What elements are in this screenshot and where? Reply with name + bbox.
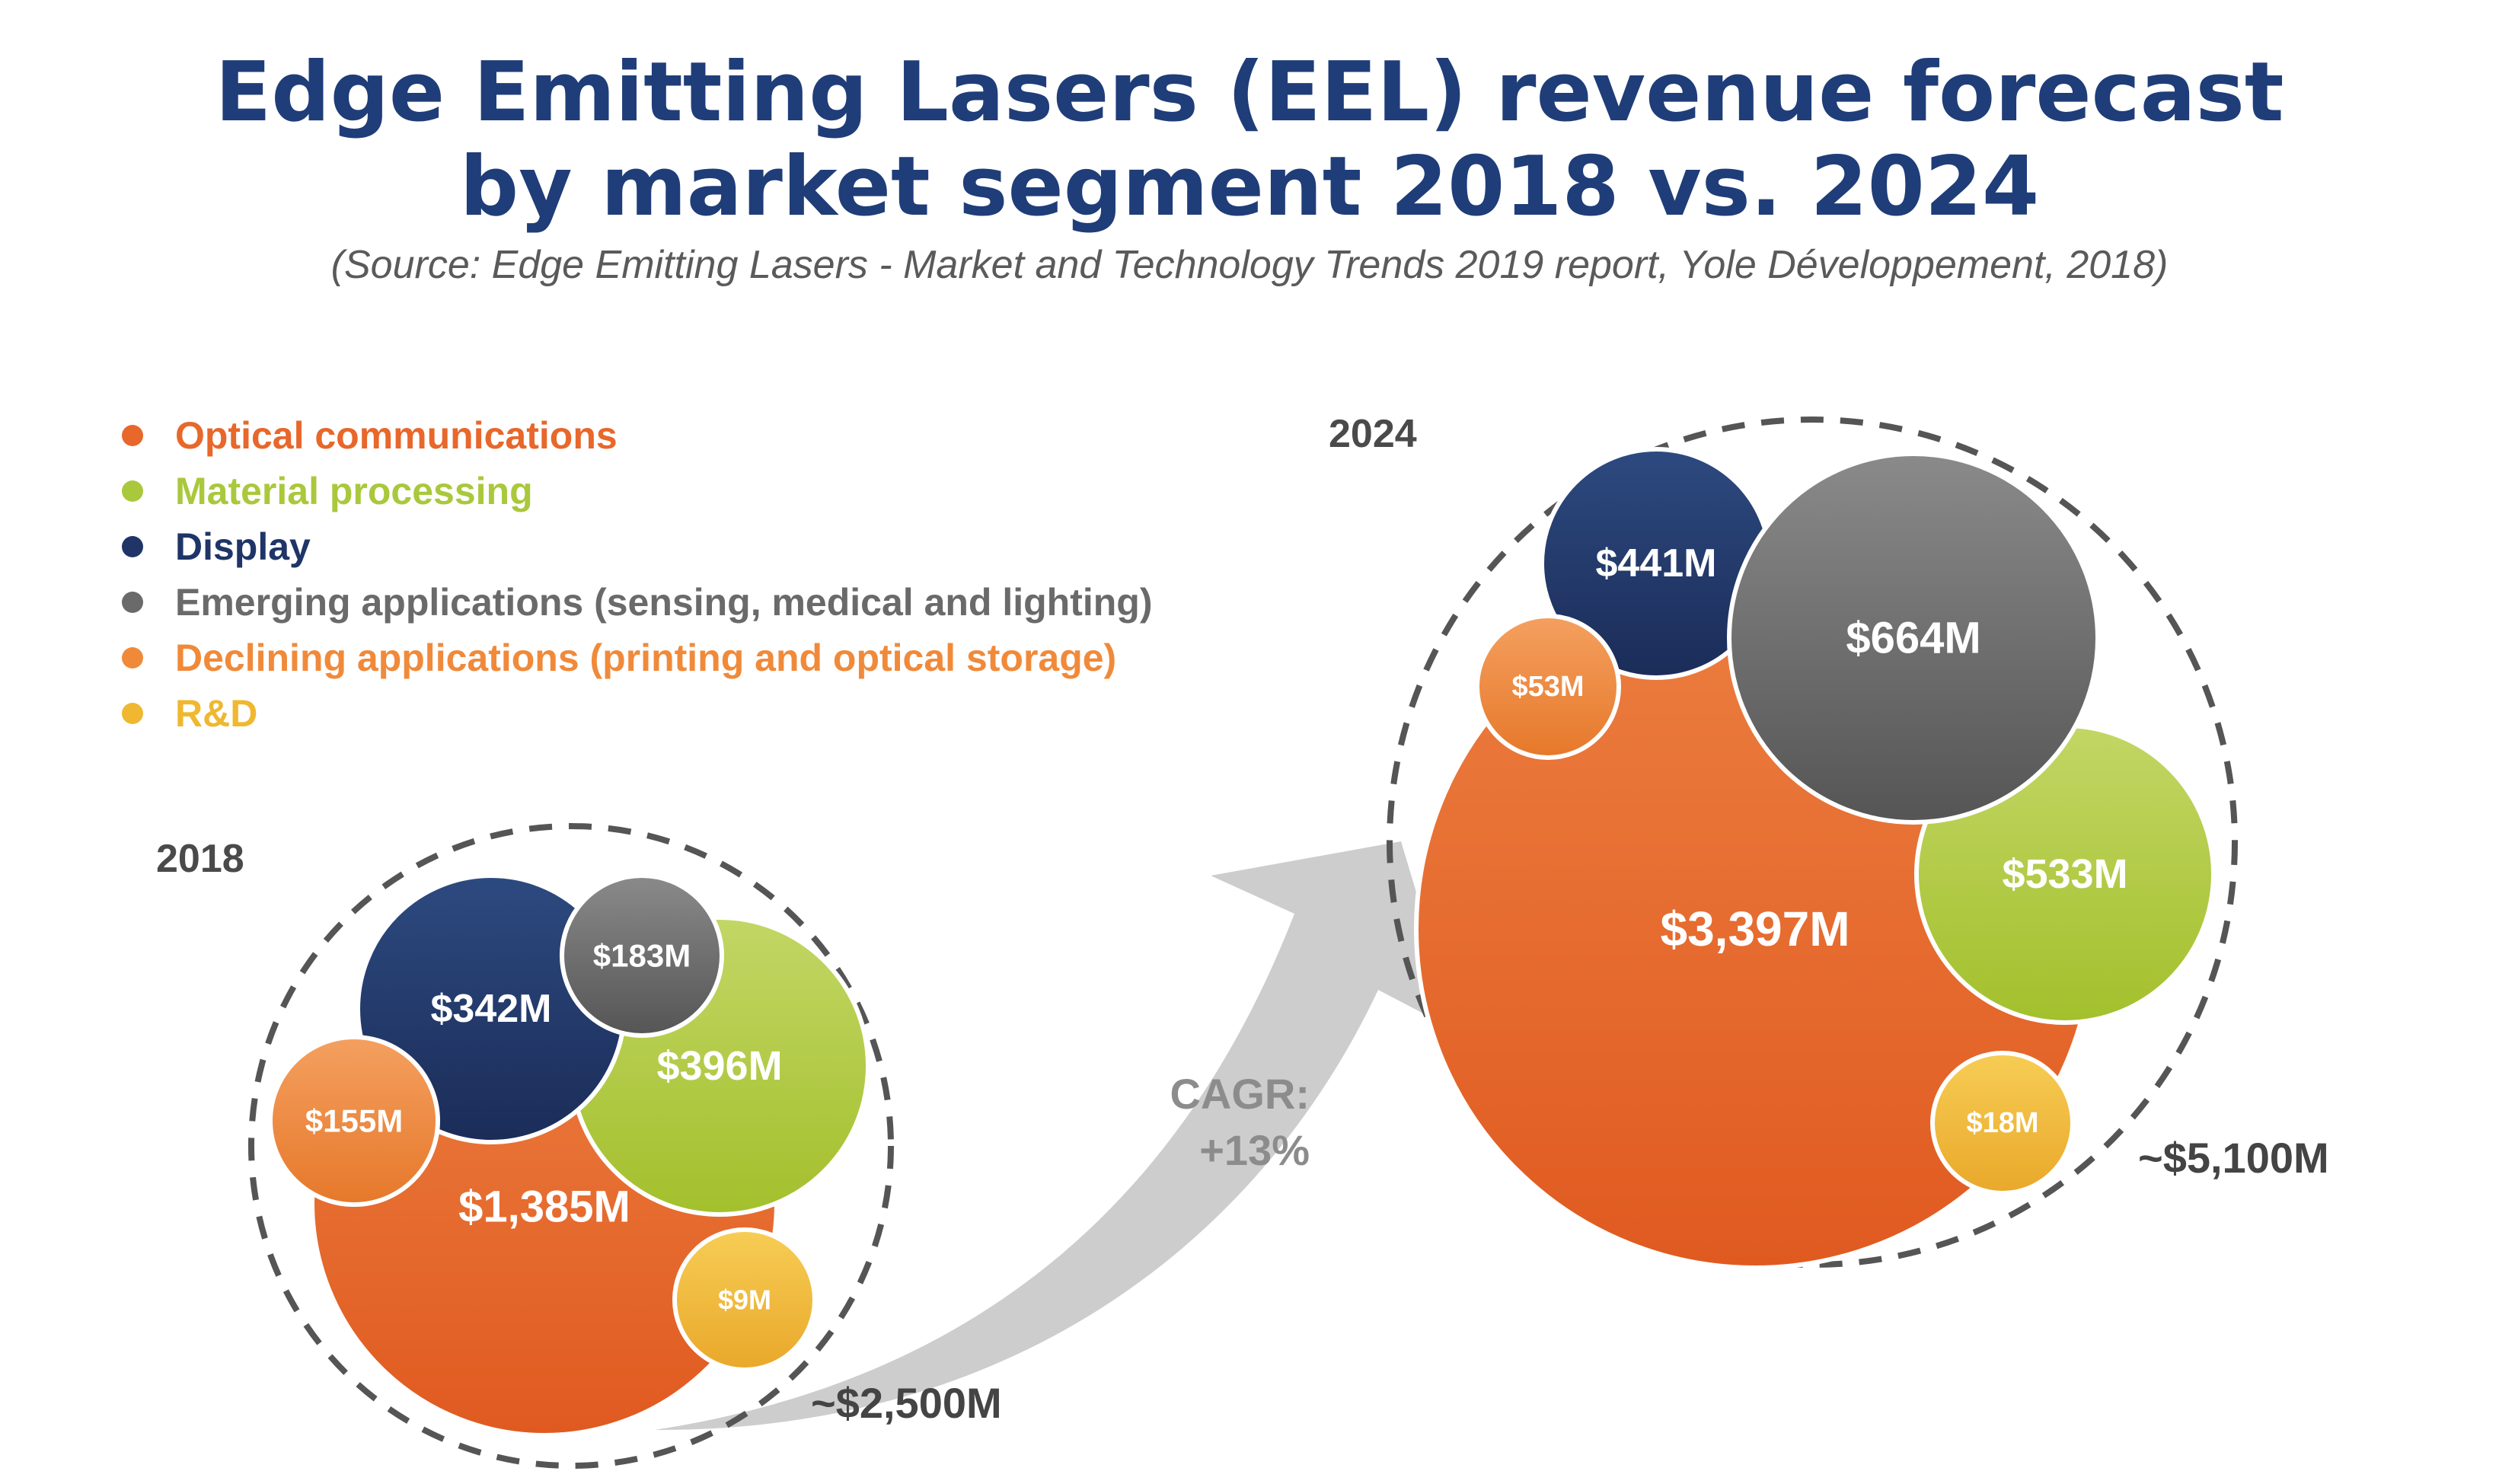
total-label-2024: ~$5,100M — [2138, 1134, 2329, 1182]
bubble-2018-6 — [672, 1227, 817, 1372]
legend-label: Declining applications (printing and opt… — [175, 636, 1117, 679]
legend-marker — [122, 591, 143, 613]
bubble-label-2024-3: $441M — [1596, 541, 1717, 586]
legend-marker — [122, 480, 143, 502]
cagr-label: CAGR: — [1170, 1070, 1310, 1118]
source-note: (Source: Edge Emitting Lasers - Market a… — [330, 243, 2169, 287]
bubble-label-2024-6: $18M — [1966, 1107, 2038, 1139]
year-label-2018: 2018 — [156, 837, 244, 881]
legend-item: Material processing — [122, 463, 1153, 519]
bubble-label-2018-3: $342M — [431, 987, 552, 1031]
chart-title-line-2: by market segment 2018 vs. 2024 — [459, 139, 2040, 235]
bubble-label-2024-5: $53M — [1511, 671, 1584, 703]
legend-label: Emerging applications (sensing, medical … — [175, 580, 1153, 624]
legend-marker — [122, 646, 143, 669]
legend-item: Optical communications — [122, 407, 1153, 463]
bubble-label-2018-2: $396M — [656, 1043, 782, 1089]
bubble-label-2018-1: $1,385M — [458, 1182, 630, 1232]
bubble-2018-4 — [560, 873, 724, 1038]
legend-item: Display — [122, 519, 1153, 574]
bubble-2024-5 — [1475, 614, 1621, 760]
legend-label: Display — [175, 525, 311, 568]
legend-label: R&D — [175, 691, 258, 735]
bubble-2024-6 — [1930, 1051, 2075, 1195]
bubble-2024-4 — [1727, 452, 2100, 825]
bubble-2018-5 — [268, 1035, 440, 1207]
bubble-label-2018-6: $9M — [718, 1285, 771, 1316]
legend-marker — [122, 424, 143, 446]
bubble-label-2018-5: $155M — [305, 1103, 403, 1139]
cagr-value: +13% — [1199, 1126, 1310, 1174]
cagr-annotation: CAGR: +13% — [1081, 1066, 1310, 1179]
legend-label: Optical communications — [175, 413, 618, 457]
legend-item: Emerging applications (sensing, medical … — [122, 574, 1153, 630]
bubble-label-2024-4: $664M — [1846, 614, 1980, 663]
group-outline-2018 — [248, 823, 894, 1469]
legend-marker — [122, 535, 143, 557]
chart-title-line-1: Edge Emitting Lasers (EEL) revenue forec… — [215, 45, 2284, 140]
legend-item: Declining applications (printing and opt… — [122, 630, 1153, 685]
group-outline-2024 — [1387, 416, 2238, 1268]
total-label-2018: ~$2,500M — [811, 1379, 1002, 1427]
bubble-label-2018-4: $183M — [593, 938, 691, 974]
bubble-label-2024-1: $3,397M — [1660, 902, 1850, 956]
legend: Optical communications Material processi… — [122, 407, 1153, 741]
legend-item: R&D — [122, 685, 1153, 741]
bubble-layer: $1,385M $396M $342M $155M $9M $3,397M $533M $44… — [268, 447, 2216, 1438]
legend-label: Material processing — [175, 469, 533, 512]
bubble-label-2024-2: $533M — [2002, 851, 2127, 897]
legend-marker — [122, 702, 143, 724]
growth-arrow — [655, 841, 1458, 1431]
year-label-2024: 2024 — [1329, 412, 1417, 456]
